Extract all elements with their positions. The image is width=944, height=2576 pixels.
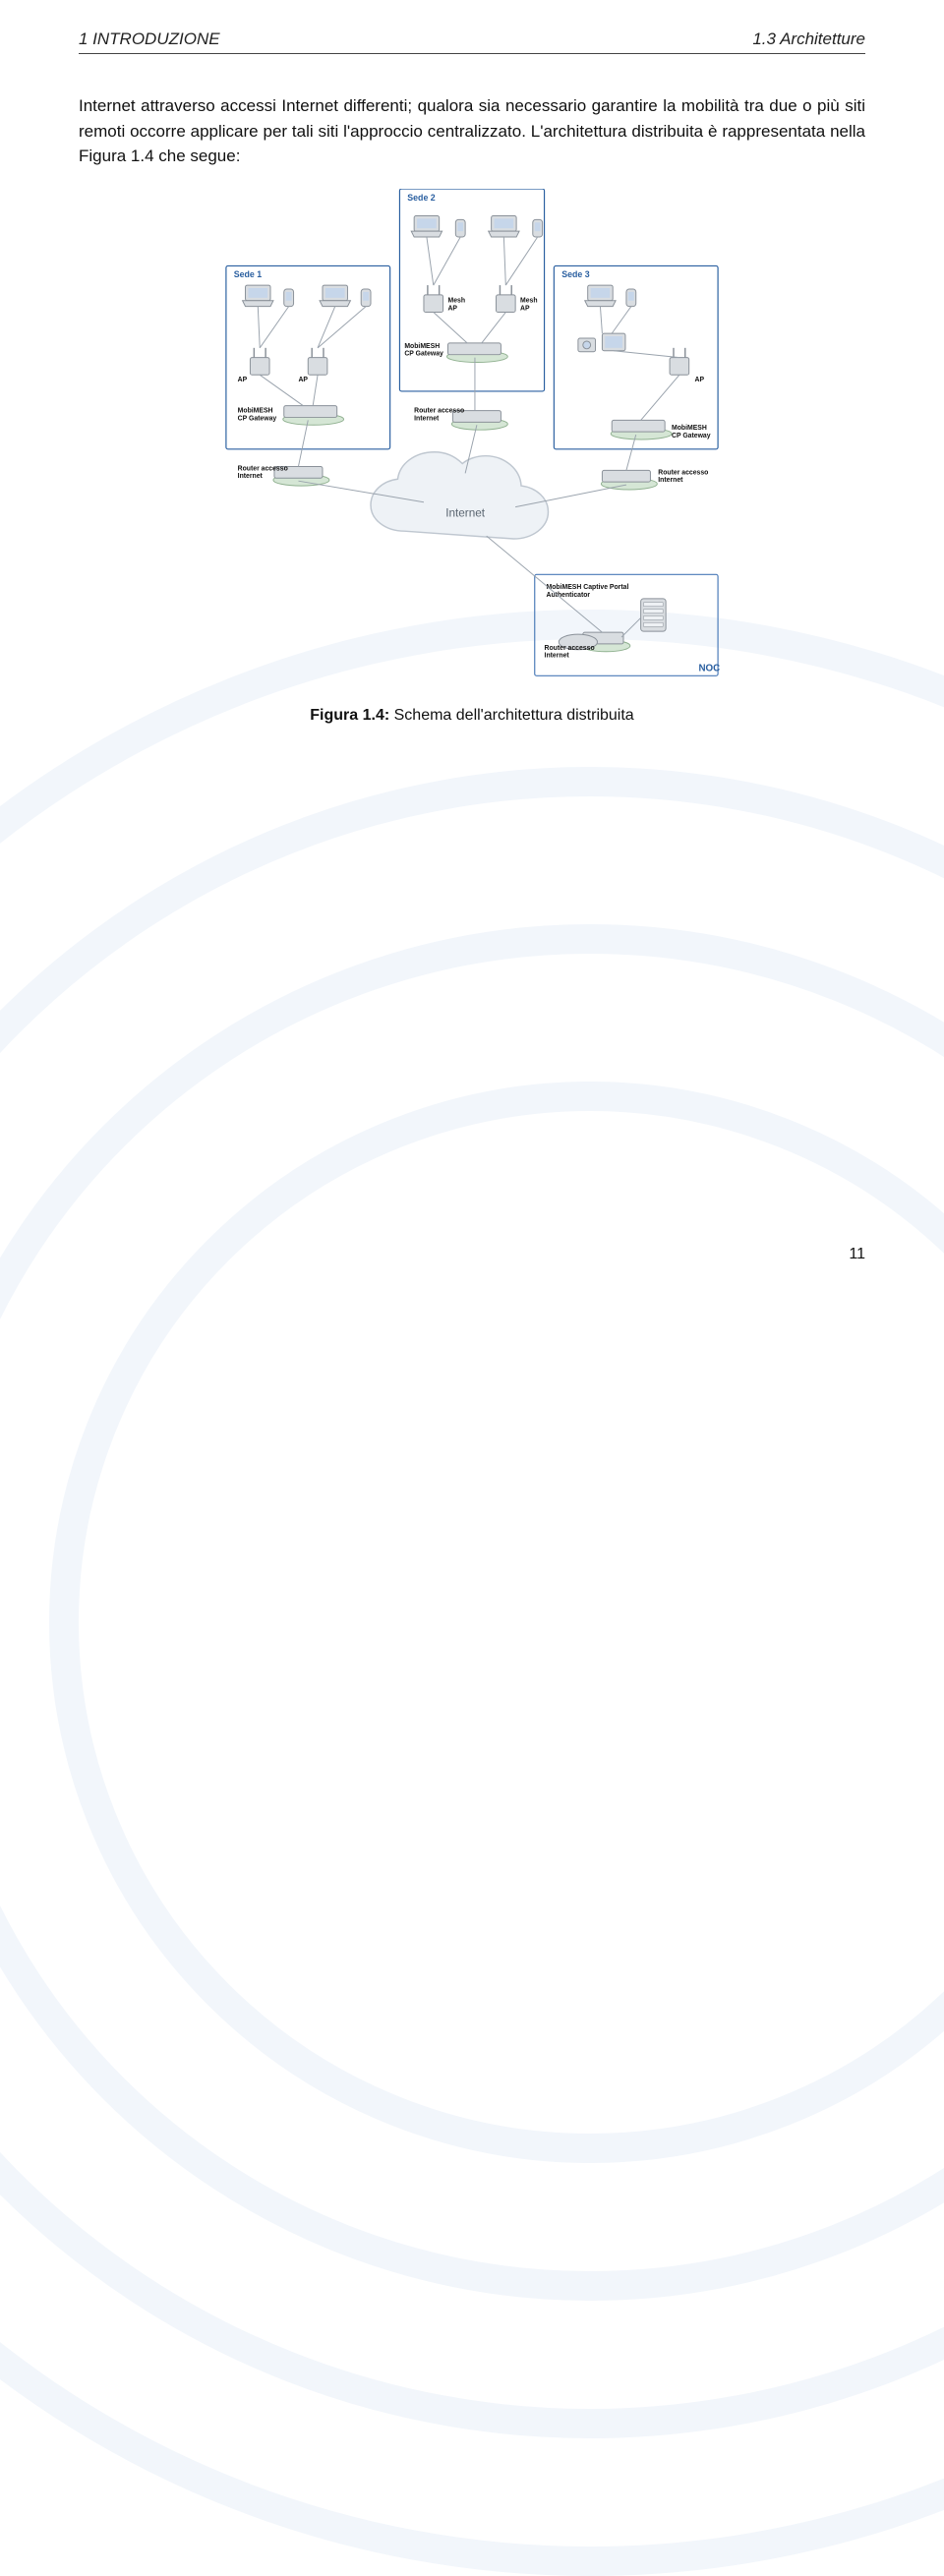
svg-text:AP: AP [238, 377, 248, 383]
header-right: 1.3 Architetture [752, 29, 865, 49]
figure-caption: Figura 1.4: Schema dell'architettura dis… [79, 707, 865, 725]
svg-text:Sede 2: Sede 2 [407, 192, 436, 202]
svg-text:Sede 3: Sede 3 [561, 269, 590, 279]
svg-text:MobiMESHCP Gateway: MobiMESHCP Gateway [238, 407, 277, 422]
svg-text:Router accessoInternet: Router accessoInternet [545, 644, 595, 659]
page-number: 11 [849, 1246, 865, 1263]
caption-bold: Figura 1.4: [310, 707, 389, 724]
svg-text:Sede 1: Sede 1 [234, 269, 263, 279]
svg-text:MeshAP: MeshAP [520, 297, 538, 312]
header-left: 1 INTRODUZIONE [79, 29, 220, 49]
svg-text:MobiMESHCP Gateway: MobiMESHCP Gateway [672, 425, 711, 439]
network-diagram: Sede 2 Sede 1 Sede 3 MeshAP MeshAP MobiMESHCP… [197, 189, 747, 695]
svg-text:MobiMESHCP Gateway: MobiMESHCP Gateway [404, 342, 443, 357]
svg-text:AP: AP [695, 377, 705, 383]
svg-text:Router accessoInternet: Router accessoInternet [658, 469, 708, 484]
svg-text:NOC: NOC [698, 663, 720, 673]
svg-text:MeshAP: MeshAP [447, 297, 465, 312]
caption-rest: Schema dell'architettura distribuita [389, 707, 634, 724]
paragraph: Internet attraverso accessi Internet dif… [79, 93, 865, 169]
page-header: 1 INTRODUZIONE 1.3 Architetture [79, 29, 865, 54]
svg-text:Internet: Internet [445, 506, 486, 519]
svg-text:AP: AP [298, 377, 308, 383]
